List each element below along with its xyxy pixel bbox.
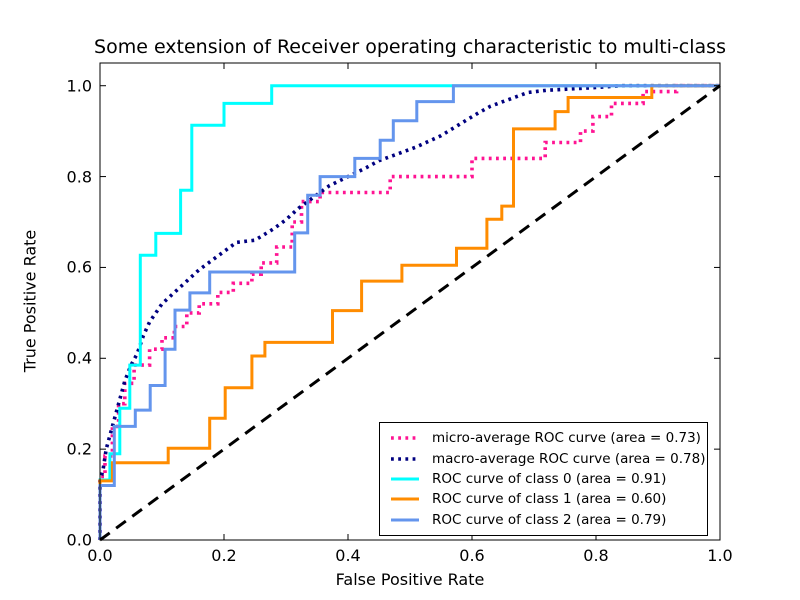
y-tick-label: 0.2 (66, 439, 92, 459)
legend-line-sample (391, 518, 419, 522)
legend-line-sample (391, 456, 419, 461)
legend-label: ROC curve of class 1 (area = 0.60) (432, 491, 667, 508)
legend-label: ROC curve of class 2 (area = 0.79) (432, 511, 667, 528)
x-tick-label: 0.4 (335, 546, 361, 565)
legend-item: ROC curve of class 1 (area = 0.60) (390, 489, 701, 509)
axes-frame (99, 62, 721, 541)
legend-line-sample (391, 477, 419, 481)
y-tick-label: 0.8 (66, 167, 92, 187)
legend-label: macro-average ROC curve (area = 0.78) (432, 450, 706, 467)
legend-item: micro-average ROC curve (area = 0.73) (390, 428, 701, 448)
y-tick-label: 0.0 (66, 530, 92, 550)
legend-item: ROC curve of class 2 (area = 0.79) (390, 510, 701, 530)
y-axis-label: True Positive Rate (20, 229, 40, 373)
chance-diagonal (99, 84, 721, 542)
legend-label: micro-average ROC curve (area = 0.73) (432, 430, 701, 447)
legend: micro-average ROC curve (area = 0.73) mac… (379, 422, 708, 536)
legend-line-sample (391, 436, 419, 440)
y-tick-label: 1.0 (66, 76, 92, 96)
x-tick-label: 1.0 (707, 546, 733, 565)
legend-item: macro-average ROC curve (area = 0.78) (390, 449, 705, 469)
curve-3 (98, 84, 720, 540)
x-tick-label: 0.6 (459, 546, 485, 565)
x-tick-label: 0.2 (211, 546, 237, 565)
legend-item: ROC curve of class 0 (area = 0.91) (390, 469, 701, 489)
y-tick-label: 0.4 (66, 348, 92, 368)
legend-label: ROC curve of class 0 (area = 0.91) (432, 470, 667, 487)
chart-title: Some extension of Receiver operating cha… (94, 36, 726, 58)
x-tick-label: 0.8 (583, 546, 609, 565)
y-tick-label: 0.6 (66, 257, 92, 277)
curve-4 (98, 84, 720, 540)
x-tick-label: 0.0 (87, 546, 113, 565)
legend-line-sample (391, 497, 419, 501)
x-axis-label: False Positive Rate (335, 570, 485, 589)
